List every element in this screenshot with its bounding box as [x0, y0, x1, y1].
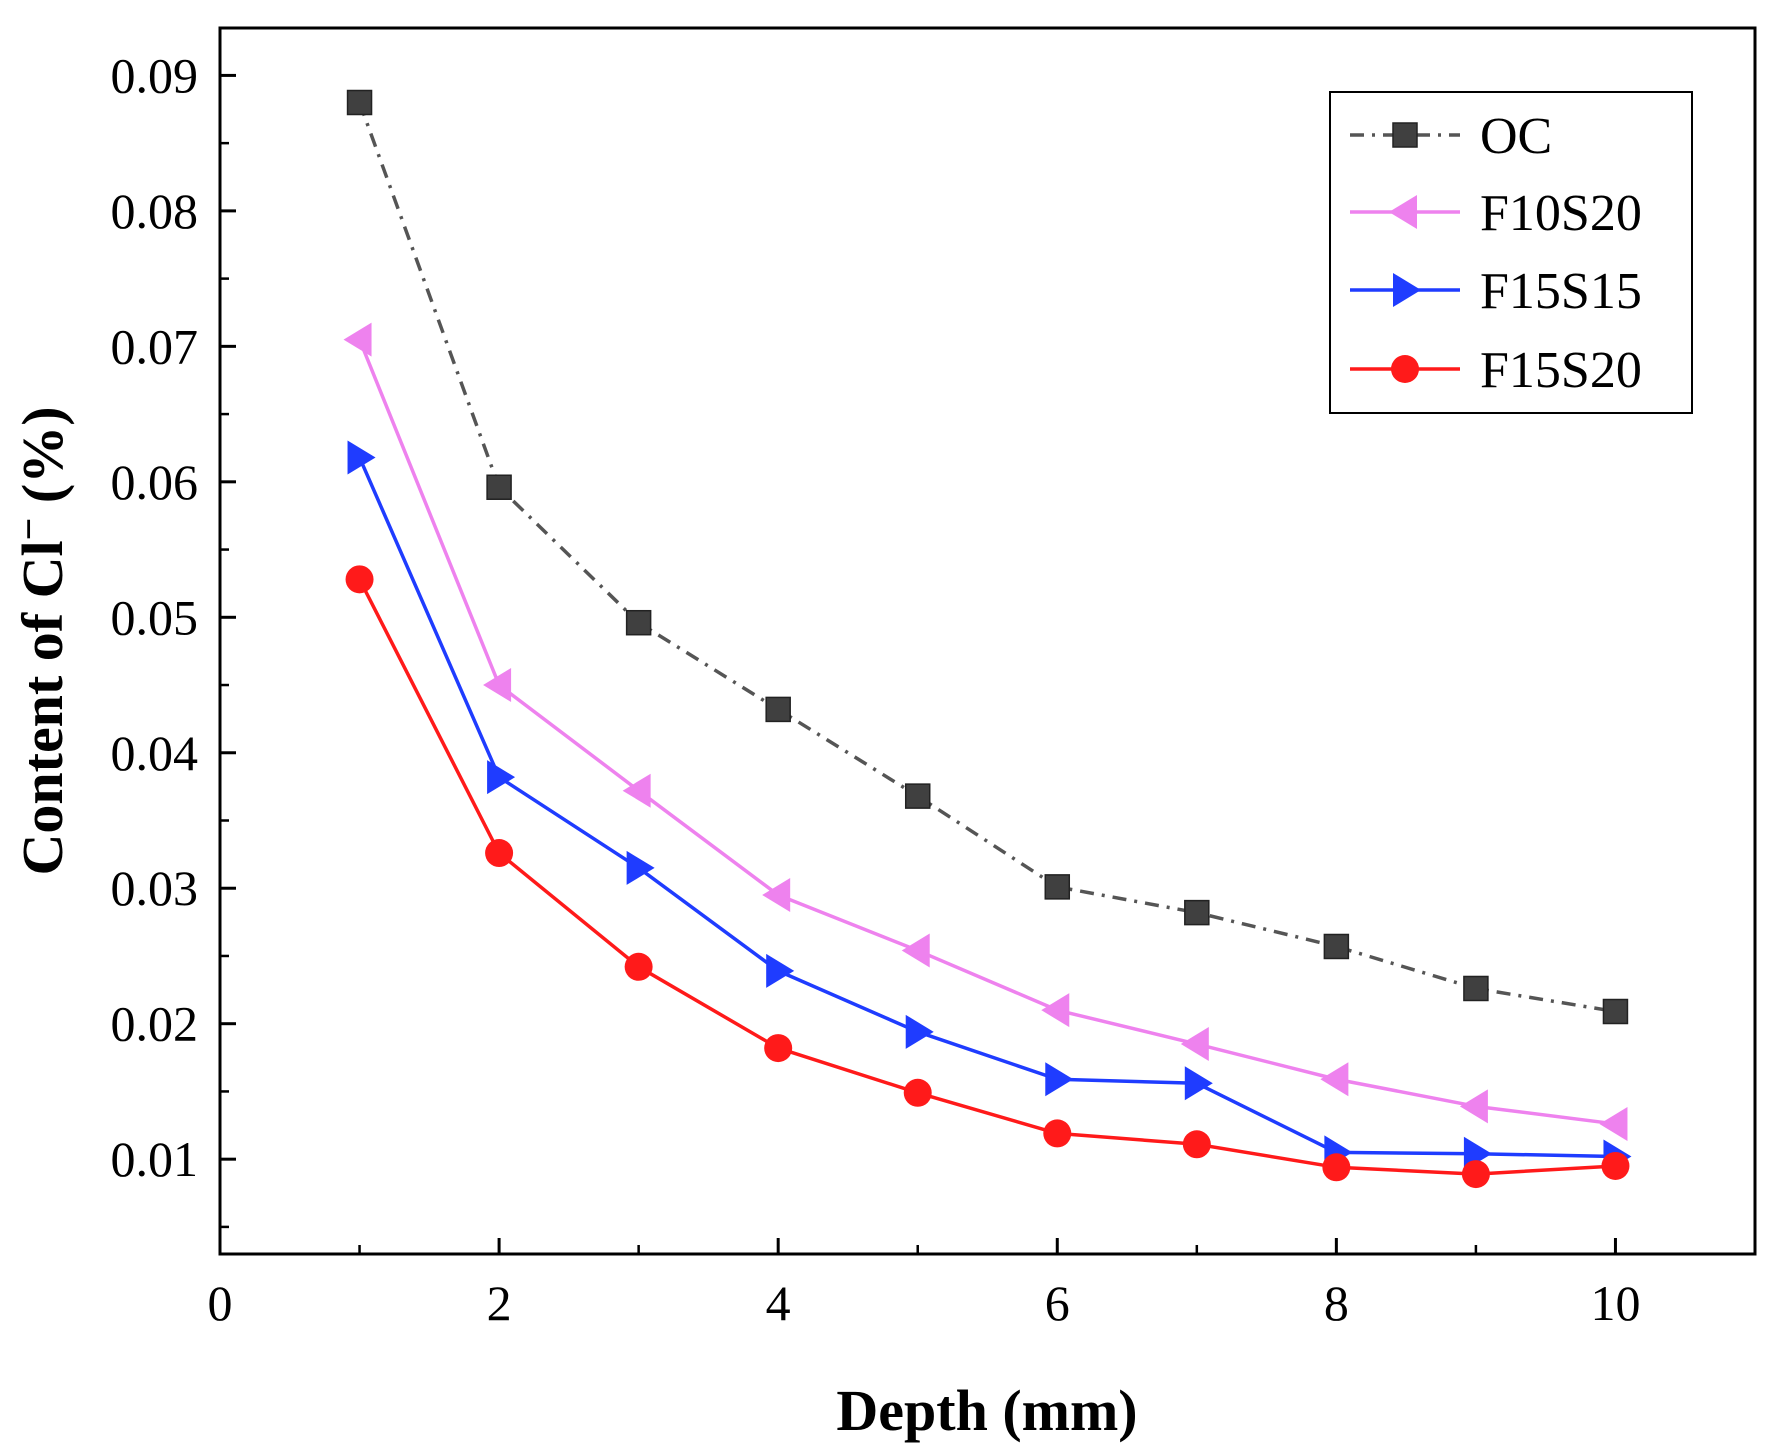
axis-ticks: 0 2 4 6 8 10 0.01 0.02 0.03 0.04 0.05 0.06 0.07 0.08 0… — [111, 47, 1641, 1331]
y-tick-label: 0.08 — [111, 183, 199, 239]
series-line-f15s15 — [357, 456, 1616, 1159]
data-point-f15s20 — [345, 565, 374, 594]
legend-item-f15s15: F15S15 — [1350, 263, 1642, 320]
data-point-f15s15 — [905, 1014, 934, 1049]
data-point-f10s20 — [762, 878, 791, 913]
data-point-f15s20 — [1461, 1160, 1490, 1189]
y-tick-label: 0.03 — [111, 860, 199, 916]
legend-label-f10s20: F10S20 — [1480, 185, 1642, 242]
data-point-f15s20 — [1601, 1151, 1630, 1180]
series-f15s20 — [345, 565, 1630, 1189]
y-tick-label: 0.07 — [111, 318, 199, 374]
data-point-f15s15 — [347, 440, 376, 475]
x-tick-label: 0 — [208, 1275, 233, 1331]
data-point-f15s15 — [1184, 1066, 1213, 1101]
data-point-f10s20 — [1180, 1027, 1209, 1062]
legend-marker-f15s15 — [1393, 273, 1421, 307]
data-point-f15s20 — [764, 1034, 793, 1063]
data-point-f15s15 — [626, 850, 655, 885]
legend-items: OC F10S20 F15S15 F15S20 — [1350, 108, 1642, 399]
legend-marker-f15s20 — [1391, 355, 1419, 383]
data-point-oc — [1463, 975, 1489, 1002]
data-point-f15s20 — [1182, 1130, 1211, 1159]
legend-marker-f10s20 — [1389, 195, 1417, 229]
x-tick-label: 6 — [1045, 1275, 1070, 1331]
series-f10s20 — [343, 322, 1628, 1141]
data-point-oc — [1184, 899, 1210, 926]
legend-label-f15s20: F15S20 — [1480, 342, 1642, 399]
data-point-f15s15 — [1045, 1062, 1074, 1097]
x-tick-label: 8 — [1324, 1275, 1349, 1331]
data-point-f15s20 — [1043, 1119, 1072, 1148]
x-axis-title: Depth (mm) — [836, 1378, 1137, 1443]
data-point-oc — [1044, 874, 1071, 900]
y-tick-label: 0.02 — [111, 996, 199, 1052]
series-oc — [346, 89, 1629, 1025]
x-tick-label: 4 — [766, 1275, 791, 1331]
legend: OC F10S20 F15S15 F15S20 — [1329, 91, 1693, 414]
data-point-f10s20 — [1599, 1106, 1628, 1141]
data-point-f10s20 — [622, 773, 651, 808]
legend-label-f15s15: F15S15 — [1480, 263, 1642, 320]
data-point-f10s20 — [483, 668, 512, 703]
series-line-oc — [357, 101, 1616, 1014]
data-point-f15s15 — [487, 760, 516, 795]
y-axis-title-main: Content of Cl — [10, 540, 75, 875]
data-point-f10s20 — [1041, 993, 1070, 1028]
data-point-f15s20 — [903, 1078, 932, 1107]
data-point-f10s20 — [1459, 1089, 1488, 1124]
data-point-f15s20 — [485, 839, 514, 868]
data-point-f15s15 — [766, 953, 795, 988]
series-line-f10s20 — [357, 338, 1616, 1126]
data-point-oc — [1602, 998, 1629, 1025]
data-point-oc — [486, 474, 512, 500]
legend-box — [1329, 91, 1693, 414]
legend-item-f15s20: F15S20 — [1350, 342, 1642, 399]
y-tick-label: 0.05 — [111, 589, 199, 645]
data-point-f10s20 — [901, 933, 930, 968]
series-line-f15s20 — [357, 578, 1616, 1176]
y-tick-label: 0.01 — [111, 1131, 199, 1187]
legend-marker-oc — [1392, 122, 1418, 148]
data-point-oc — [625, 609, 652, 636]
y-tick-label: 0.06 — [111, 454, 199, 510]
data-point-oc — [765, 696, 791, 723]
data-point-oc — [346, 89, 373, 116]
legend-label-oc: OC — [1480, 108, 1552, 165]
y-tick-label: 0.04 — [111, 725, 199, 781]
legend-item-f10s20: F10S20 — [1350, 185, 1642, 242]
data-point-f10s20 — [343, 322, 372, 357]
data-point-oc — [904, 783, 931, 809]
x-tick-label: 10 — [1590, 1275, 1640, 1331]
y-axis-title: Content of Cl− (%) — [6, 406, 75, 875]
data-point-f15s20 — [1322, 1153, 1351, 1182]
data-point-f15s20 — [624, 952, 653, 981]
plot-frame — [218, 26, 1757, 1256]
y-tick-label: 0.09 — [111, 47, 199, 103]
series-layer — [343, 89, 1632, 1189]
x-tick-label: 2 — [487, 1275, 512, 1331]
data-point-f10s20 — [1320, 1062, 1349, 1097]
legend-item-oc: OC — [1350, 108, 1552, 165]
data-point-oc — [1323, 933, 1350, 960]
y-axis-title-superscript: − — [6, 518, 51, 541]
y-axis-title-unit: (%) — [10, 406, 75, 517]
